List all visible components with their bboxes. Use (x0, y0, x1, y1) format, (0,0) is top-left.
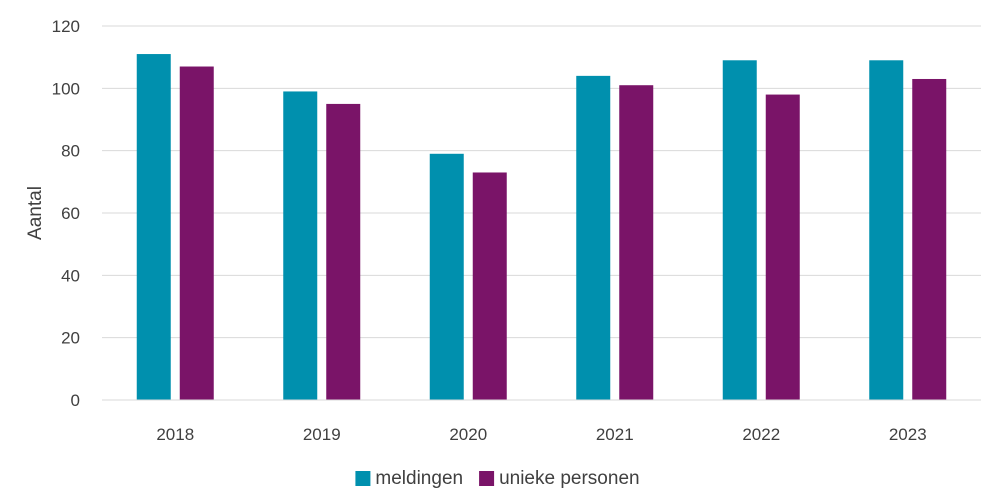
x-tick-label: 2021 (596, 425, 634, 444)
y-tick-label: 60 (61, 204, 80, 223)
bar-unieke-personen-2019 (326, 103, 361, 401)
x-tick-label: 2019 (303, 425, 341, 444)
bar-meldingen-2018 (136, 54, 171, 401)
y-tick-label: 20 (61, 329, 80, 348)
x-tick-label: 2022 (742, 425, 780, 444)
legend-swatch (479, 471, 495, 486)
y-tick-label: 40 (61, 266, 80, 285)
bars (136, 54, 947, 401)
bar-unieke-personen-2020 (472, 172, 507, 400)
x-tick-label: 2023 (889, 425, 927, 444)
bar-meldingen-2022 (722, 60, 757, 401)
legend: meldingen unieke personen (355, 468, 640, 489)
bar-meldingen-2021 (576, 75, 611, 400)
bar-unieke-personen-2023 (912, 78, 947, 400)
bar-unieke-personen-2022 (765, 94, 800, 401)
bar-meldingen-2019 (283, 91, 318, 400)
y-tick-label: 0 (71, 391, 80, 410)
y-tick-label: 80 (61, 142, 80, 161)
legend-swatch (355, 471, 371, 486)
bar-unieke-personen-2021 (619, 85, 654, 400)
bar-unieke-personen-2018 (179, 66, 214, 401)
y-tick-label: 120 (52, 17, 80, 36)
x-tick-label: 2020 (449, 425, 487, 444)
bar-meldingen-2020 (429, 153, 464, 400)
legend-label: unieke personen (499, 468, 640, 489)
y-axis-ticks: 0 20 40 60 80 100 120 (52, 17, 80, 410)
gridlines (102, 25, 981, 339)
x-axis-ticks: 2018 2019 2020 2021 2022 2023 (156, 425, 926, 444)
bar-meldingen-2023 (869, 60, 904, 401)
legend-item-unieke-personen: unieke personen (479, 468, 640, 489)
x-tick-label: 2018 (156, 425, 194, 444)
legend-item-meldingen: meldingen (355, 468, 463, 489)
legend-label: meldingen (375, 468, 463, 489)
y-tick-label: 100 (52, 79, 80, 98)
y-axis-title: Aantal (25, 186, 46, 240)
